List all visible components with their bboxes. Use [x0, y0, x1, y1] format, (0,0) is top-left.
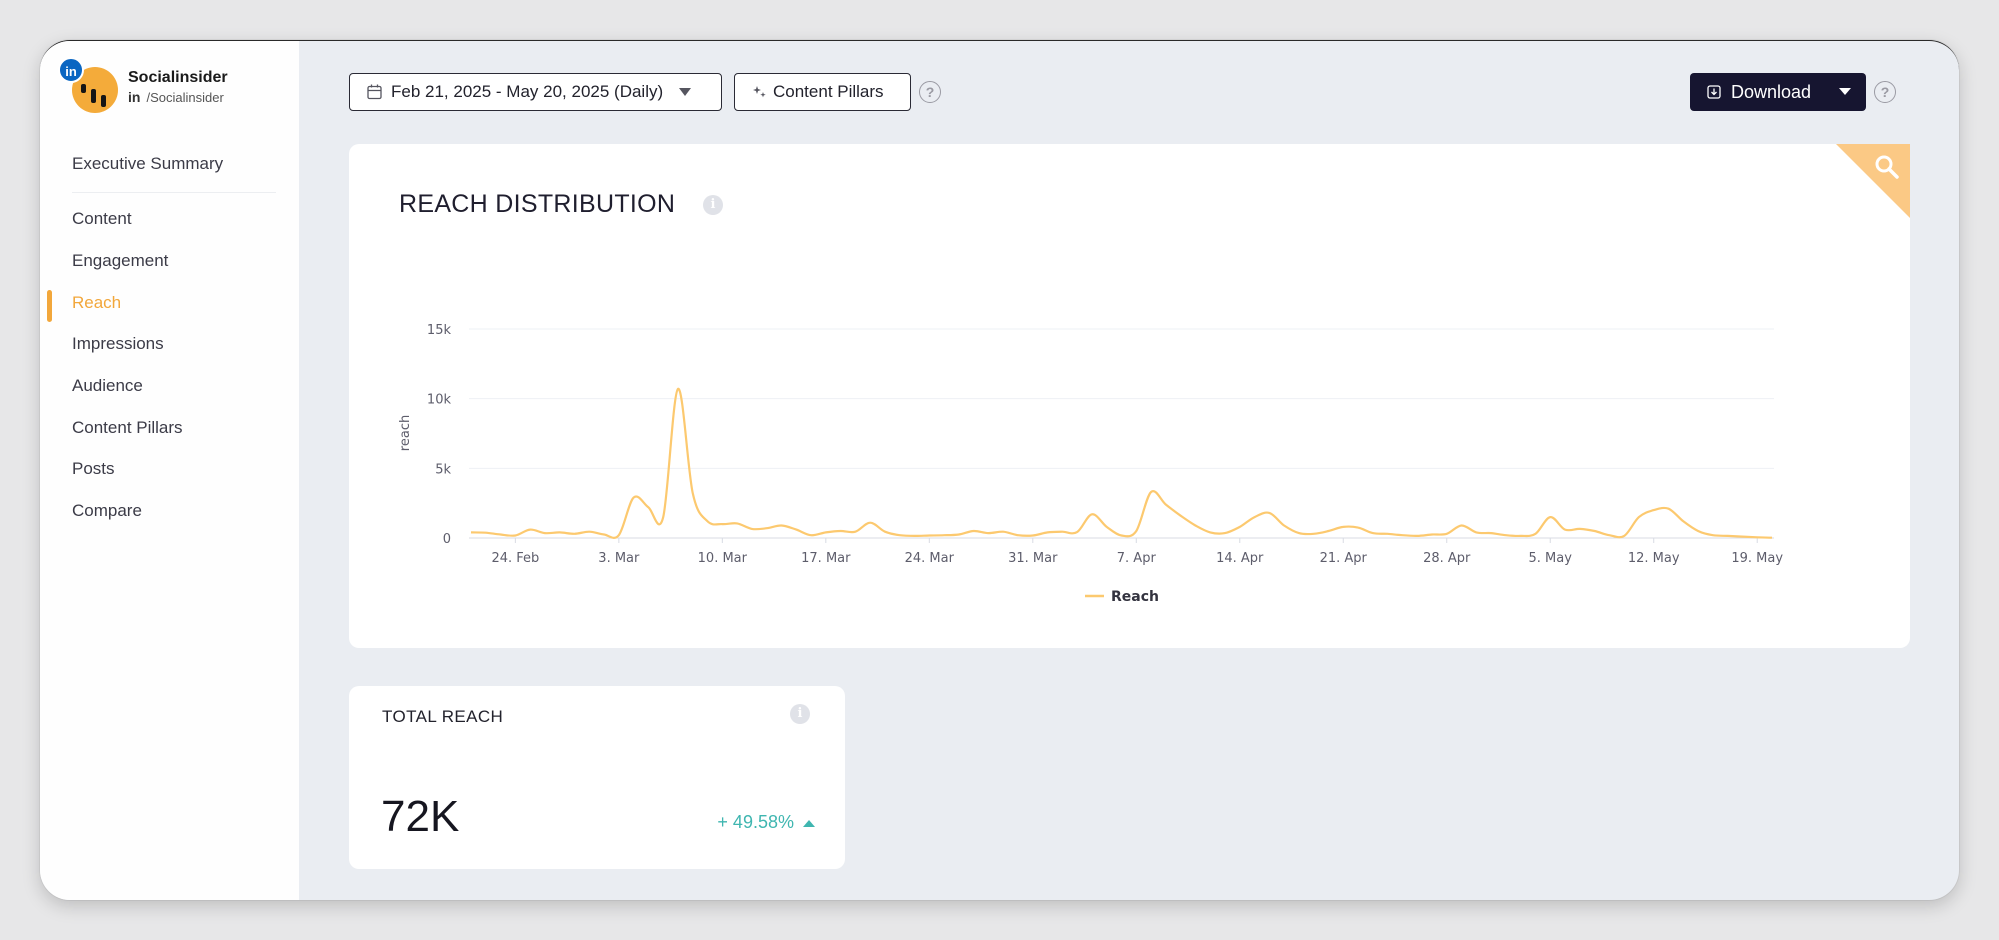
sidebar-item-executive-summary[interactable]: Executive Summary: [72, 154, 224, 173]
profile-name: Socialinsider: [128, 69, 228, 86]
series-line-reach: [470, 387, 1773, 539]
calendar-icon: [367, 84, 382, 100]
sidebar-item-content-pillars[interactable]: Content Pillars: [72, 418, 183, 437]
x-tick-label: 12. May: [1628, 551, 1680, 566]
x-tick-label: 5. May: [1529, 551, 1573, 566]
y-tick-label: 10k: [427, 393, 452, 408]
download-icon: [1707, 85, 1721, 99]
total-reach-label: TOTAL REACH: [382, 707, 504, 726]
download-help-icon[interactable]: ?: [1874, 81, 1896, 103]
chart-title: REACH DISTRIBUTION: [399, 190, 676, 218]
x-tick-label: 24. Feb: [491, 551, 539, 566]
x-tick-label: 7. Apr: [1117, 551, 1157, 566]
sidebar-item-audience[interactable]: Audience: [72, 376, 143, 395]
y-tick-label: 0: [443, 532, 451, 547]
sidebar-item-reach[interactable]: Reach: [72, 293, 122, 312]
sidebar: in Socialinsider in/Socialinsider Execut…: [40, 41, 299, 900]
profile-header[interactable]: in Socialinsider in/Socialinsider: [54, 55, 294, 115]
x-tick-label: 24. Mar: [905, 551, 955, 566]
linkedin-badge-icon: in: [58, 57, 84, 83]
sidebar-item-engagement[interactable]: Engagement: [72, 251, 169, 270]
search-icon[interactable]: [1872, 152, 1902, 182]
linkedin-icon: in: [128, 89, 141, 105]
total-reach-card: TOTAL REACH i 72K + 49.58%: [349, 686, 845, 869]
date-range-label: Feb 21, 2025 - May 20, 2025 (Daily): [391, 82, 664, 101]
profile-handle: in/Socialinsider: [128, 89, 224, 105]
x-tick-label: 10. Mar: [698, 551, 748, 566]
sidebar-item-compare[interactable]: Compare: [72, 501, 142, 520]
active-indicator: [47, 290, 52, 322]
total-reach-value: 72K: [381, 792, 460, 841]
sidebar-item-posts[interactable]: Posts: [72, 459, 115, 478]
app-window: in Socialinsider in/Socialinsider Execut…: [40, 40, 1959, 900]
total-reach-change: + 49.58%: [717, 812, 815, 833]
chart-info-icon[interactable]: i: [703, 195, 723, 215]
y-tick-label: 5k: [435, 462, 451, 477]
legend-label[interactable]: Reach: [1111, 589, 1159, 605]
profile-handle-text: /Socialinsider: [146, 90, 224, 105]
content-pillars-button[interactable]: Content Pillars: [734, 73, 911, 111]
sidebar-item-content[interactable]: Content: [72, 209, 132, 228]
total-reach-info-icon[interactable]: i: [790, 704, 810, 724]
x-tick-label: 21. Apr: [1320, 551, 1368, 566]
y-axis-title: reach: [398, 415, 413, 451]
x-tick-label: 14. Apr: [1216, 551, 1264, 566]
date-range-picker[interactable]: Feb 21, 2025 - May 20, 2025 (Daily): [349, 73, 722, 111]
content-pillars-label: Content Pillars: [773, 82, 884, 101]
help-icon[interactable]: ?: [919, 81, 941, 103]
download-caret-icon[interactable]: [1839, 88, 1851, 96]
x-tick-label: 19. May: [1731, 551, 1783, 566]
download-label: Download: [1731, 81, 1812, 102]
caret-down-icon: [679, 88, 692, 96]
sidebar-item-impressions[interactable]: Impressions: [72, 334, 164, 353]
reach-distribution-card: REACH DISTRIBUTION i 0 5k 10k 15k reach 24. F…: [349, 144, 1910, 648]
x-tick-label: 3. Mar: [598, 551, 640, 566]
zoom-corner[interactable]: [1836, 144, 1910, 218]
x-tick-label: 31. Mar: [1008, 551, 1058, 566]
x-tick-label: 28. Apr: [1423, 551, 1471, 566]
y-tick-label: 15k: [427, 323, 452, 338]
total-reach-change-text: + 49.58%: [717, 812, 794, 832]
reach-line-chart: 0 5k 10k 15k reach 24. Feb 3. Mar 10. Mar 17. Ma…: [398, 323, 1783, 605]
nav-divider: [72, 192, 276, 193]
trend-up-icon: [803, 820, 815, 828]
sparkle-icon: [753, 86, 766, 98]
x-tick-label: 17. Mar: [801, 551, 851, 566]
download-button[interactable]: Download: [1690, 73, 1866, 111]
